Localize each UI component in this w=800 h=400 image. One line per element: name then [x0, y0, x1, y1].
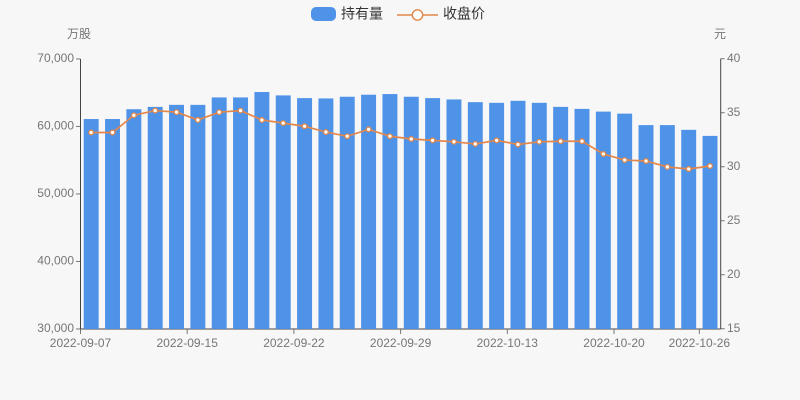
svg-text:30,000: 30,000: [37, 321, 74, 335]
svg-text:2022-09-22: 2022-09-22: [263, 336, 325, 350]
svg-text:35: 35: [727, 105, 741, 119]
svg-text:2022-10-13: 2022-10-13: [477, 336, 539, 350]
svg-text:2022-10-26: 2022-10-26: [669, 336, 731, 350]
svg-text:40,000: 40,000: [37, 254, 74, 268]
svg-text:2022-10-20: 2022-10-20: [583, 336, 645, 350]
svg-text:50,000: 50,000: [37, 186, 74, 200]
svg-text:2022-09-29: 2022-09-29: [370, 336, 432, 350]
svg-text:元: 元: [714, 27, 726, 41]
svg-text:持有量: 持有量: [341, 6, 383, 22]
svg-text:40: 40: [727, 51, 741, 65]
svg-text:20: 20: [727, 267, 741, 281]
svg-text:25: 25: [727, 213, 741, 227]
svg-text:15: 15: [727, 321, 741, 335]
svg-text:70,000: 70,000: [37, 51, 74, 65]
svg-text:万股: 万股: [67, 27, 91, 41]
svg-text:收盘价: 收盘价: [443, 6, 485, 22]
svg-text:2022-09-07: 2022-09-07: [50, 336, 112, 350]
svg-text:60,000: 60,000: [37, 119, 74, 133]
svg-text:30: 30: [727, 159, 741, 173]
svg-text:2022-09-15: 2022-09-15: [157, 336, 219, 350]
